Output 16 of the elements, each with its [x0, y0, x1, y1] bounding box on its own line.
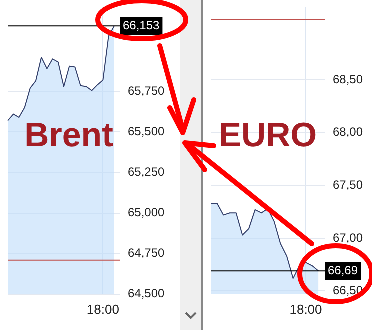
y-tick-label: 65,000	[128, 206, 166, 220]
y-tick-label: 64,750	[128, 246, 166, 260]
x-tick-label: 18:00	[86, 302, 120, 317]
y-tick-label: 64,500	[128, 286, 166, 301]
y-tick-label: 68,50	[333, 72, 364, 86]
y-tick-label: 65,250	[128, 165, 166, 180]
y-tick-label: 67,00	[333, 230, 364, 245]
ref-line-label: 66,153	[123, 18, 160, 32]
ref-line-label: 66,69	[328, 263, 358, 278]
y-tick-label: 65,500	[128, 124, 166, 138]
text: Brent	[24, 116, 114, 156]
y-tick-label: 68,00	[333, 125, 364, 140]
x-tick-label: 18:00	[290, 302, 322, 317]
text: EURO	[218, 116, 318, 156]
y-tick-label: 67,50	[333, 178, 364, 192]
y-tick-label: 65,750	[128, 84, 166, 98]
